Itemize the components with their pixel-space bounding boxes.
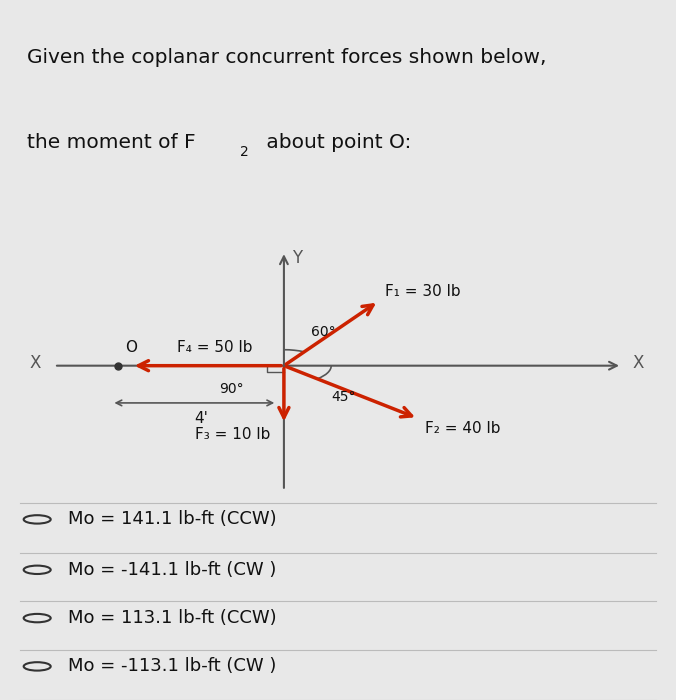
Text: X: X: [632, 354, 644, 372]
Text: Mo = -141.1 lb-ft (CW ): Mo = -141.1 lb-ft (CW ): [68, 561, 276, 579]
Text: F₁ = 30 lb: F₁ = 30 lb: [385, 284, 461, 298]
Text: 60°: 60°: [311, 325, 335, 339]
Text: Mo = 141.1 lb-ft (CCW): Mo = 141.1 lb-ft (CCW): [68, 510, 276, 528]
Text: Given the coplanar concurrent forces shown below,: Given the coplanar concurrent forces sho…: [27, 48, 546, 67]
Text: about point O:: about point O:: [260, 133, 412, 152]
Text: 2: 2: [240, 145, 249, 159]
Text: 4': 4': [194, 411, 208, 426]
Text: 90°: 90°: [219, 382, 243, 395]
Text: X: X: [29, 354, 41, 372]
Text: Y: Y: [293, 248, 302, 267]
Text: Mo = -113.1 lb-ft (CW ): Mo = -113.1 lb-ft (CW ): [68, 657, 276, 676]
Text: 45°: 45°: [331, 390, 356, 404]
Text: O: O: [125, 340, 137, 355]
Text: F₂ = 40 lb: F₂ = 40 lb: [425, 421, 500, 436]
Text: F₃ = 10 lb: F₃ = 10 lb: [195, 427, 270, 442]
Text: F₄ = 50 lb: F₄ = 50 lb: [177, 340, 252, 355]
Text: Mo = 113.1 lb-ft (CCW): Mo = 113.1 lb-ft (CCW): [68, 609, 276, 627]
Text: the moment of F: the moment of F: [27, 133, 195, 152]
